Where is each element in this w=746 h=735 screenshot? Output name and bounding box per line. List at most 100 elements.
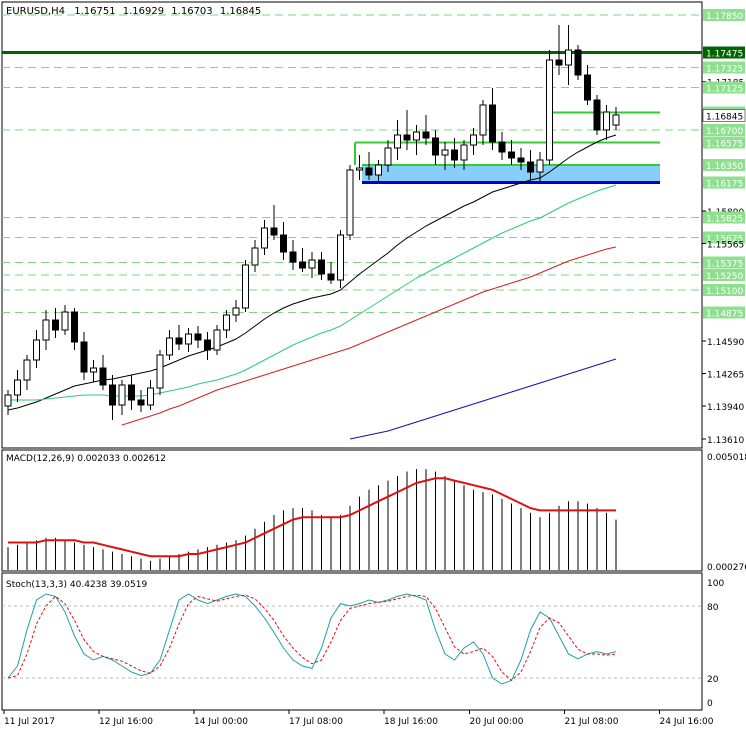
candle-body: [61, 311, 69, 331]
candle: [584, 65, 591, 105]
current-price-label-bg: [702, 109, 746, 122]
candle: [517, 148, 525, 170]
price-label: 1.16350: [706, 162, 743, 172]
candle-body: [137, 399, 145, 406]
price-label: 1.15375: [706, 260, 743, 270]
time-label: 20 Jul 00:00: [470, 717, 524, 727]
stoch-signal-line: [7, 594, 617, 682]
candle-body: [52, 319, 59, 331]
candle-body: [299, 261, 306, 269]
panel-frames: [1, 1, 703, 711]
price-label: 1.17125: [706, 85, 743, 95]
candle-body: [99, 367, 107, 386]
candle-body: [118, 384, 126, 406]
price-label-bg: [703, 211, 745, 224]
candle: [346, 165, 354, 240]
candle-body: [460, 144, 468, 161]
candle-body: [175, 337, 183, 345]
candle: [280, 222, 287, 260]
candle-body: [489, 104, 496, 143]
price-label-bg: [703, 176, 745, 189]
price-label-bg: [703, 9, 745, 21]
candle-body: [470, 134, 477, 146]
candle: [603, 105, 610, 140]
candle-body: [308, 259, 316, 269]
candle: [394, 120, 401, 160]
candle: [118, 380, 126, 415]
candle: [365, 152, 373, 180]
candle-body: [527, 161, 534, 173]
stoch-axis-label: 100: [707, 579, 724, 589]
candle-body: [593, 99, 601, 131]
candle: [128, 375, 135, 410]
candle: [61, 305, 69, 335]
candle-body: [280, 234, 287, 253]
candle-body: [251, 247, 259, 266]
candle-body: [375, 164, 382, 176]
candle: [413, 125, 420, 155]
price-label-bg: [703, 124, 745, 136]
candle: [308, 252, 316, 278]
header-symbol: EURUSD,H4: [6, 6, 65, 17]
candle-body: [80, 341, 88, 373]
candle: [527, 150, 534, 180]
candle: [489, 88, 496, 150]
stoch-axis-label: 20: [707, 675, 719, 685]
candle-body: [33, 339, 40, 361]
ma-blue-line: [349, 358, 617, 440]
price-label: 1.14590: [707, 338, 744, 348]
candle-body: [289, 251, 297, 263]
candle: [441, 142, 449, 170]
candle: [422, 115, 430, 145]
price-label: 1.13940: [707, 403, 744, 413]
header-high: 1.16929: [123, 6, 164, 17]
candle: [403, 110, 411, 150]
candle: [289, 240, 297, 270]
stoch-axis-label: 80: [707, 603, 719, 613]
candle: [90, 360, 97, 382]
candle: [555, 25, 563, 75]
candle: [232, 300, 240, 322]
header-close: 1.16845: [220, 6, 261, 17]
candle-body: [318, 259, 325, 275]
price-label-bg: [703, 136, 745, 149]
candle: [99, 355, 107, 390]
candle: [71, 308, 78, 350]
candle-body: [327, 273, 335, 281]
candle-body: [451, 149, 458, 161]
candle-body: [584, 74, 591, 101]
candle-body: [508, 151, 515, 159]
candle-body: [612, 114, 620, 126]
candle-body: [536, 159, 544, 173]
price-label: 1.16175: [706, 180, 743, 190]
time-label: 11 Jul 2017: [4, 717, 55, 727]
candle: [14, 370, 21, 402]
candle: [546, 50, 553, 165]
time-label: 17 Jul 08:00: [289, 717, 343, 727]
price-label: 1.15250: [706, 272, 743, 282]
candle-body: [14, 379, 21, 396]
candle-body: [432, 137, 439, 156]
candle-body: [232, 307, 240, 316]
candle-body: [147, 387, 154, 406]
macd-title: MACD(12,26,9) 0.002033 0.002612: [6, 454, 166, 464]
macd-panel-frame: [1, 449, 703, 572]
candle-body: [603, 111, 610, 131]
candle: [33, 330, 40, 368]
candle: [166, 330, 173, 360]
candle: [213, 325, 221, 355]
candle-body: [185, 333, 192, 345]
candle-body: [546, 59, 553, 161]
candle: [432, 130, 439, 165]
candle-body: [166, 337, 173, 356]
candle-body: [337, 234, 344, 281]
time-label: 18 Jul 16:00: [384, 717, 438, 727]
candle: [175, 325, 183, 350]
candle-body: [555, 59, 563, 66]
time-label: 12 Jul 16:00: [99, 717, 153, 727]
candle-body: [574, 49, 582, 76]
candle: [384, 140, 392, 172]
candle-body: [223, 314, 230, 331]
